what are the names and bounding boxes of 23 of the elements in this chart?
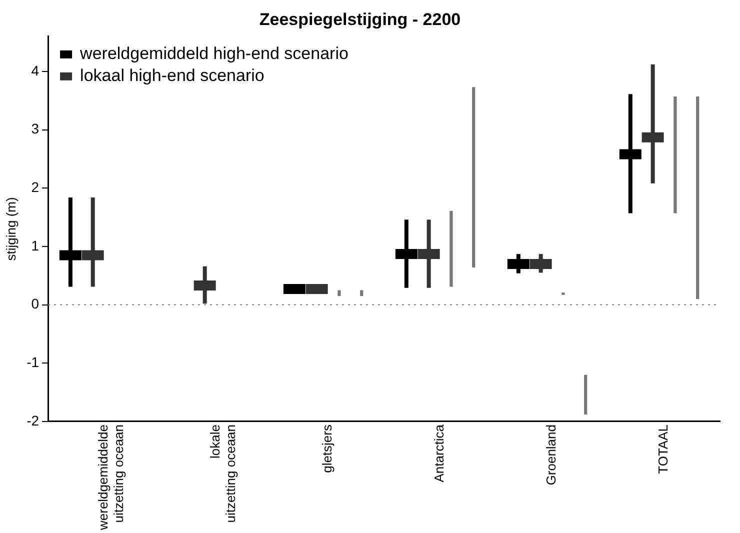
bar [472, 87, 476, 268]
y-tick-label: 2 [31, 178, 40, 195]
y-tick-label: 0 [31, 296, 40, 312]
bar [360, 290, 364, 296]
bar [450, 210, 453, 287]
bar [584, 374, 588, 414]
y-tick-label: -1 [26, 354, 40, 370]
x-tick-label: Antarctica [432, 424, 447, 482]
bar [674, 96, 677, 214]
bar [338, 290, 341, 296]
x-tick-label: TOTAAL [656, 424, 671, 474]
y-tick-label: 1 [31, 237, 40, 254]
x-tick-label: gletsjers [320, 424, 335, 473]
bar [696, 96, 700, 299]
y-tick-label: 3 [31, 120, 40, 137]
y-tick-label: 4 [31, 62, 40, 78]
legend-label: wereldgemiddeld high-end scenario [79, 44, 348, 64]
y-axis-title: stijging (m) [3, 197, 18, 261]
legend-label: lokaal high-end scenario [80, 66, 264, 86]
x-tick-label: Groenland [544, 424, 559, 486]
x-tick-label: wereldgemiddelde uitzetting oceaan [96, 424, 126, 532]
chart-title: Zeespiegelstijging - 2200 [259, 10, 461, 29]
y-tick-label: -2 [26, 412, 40, 428]
